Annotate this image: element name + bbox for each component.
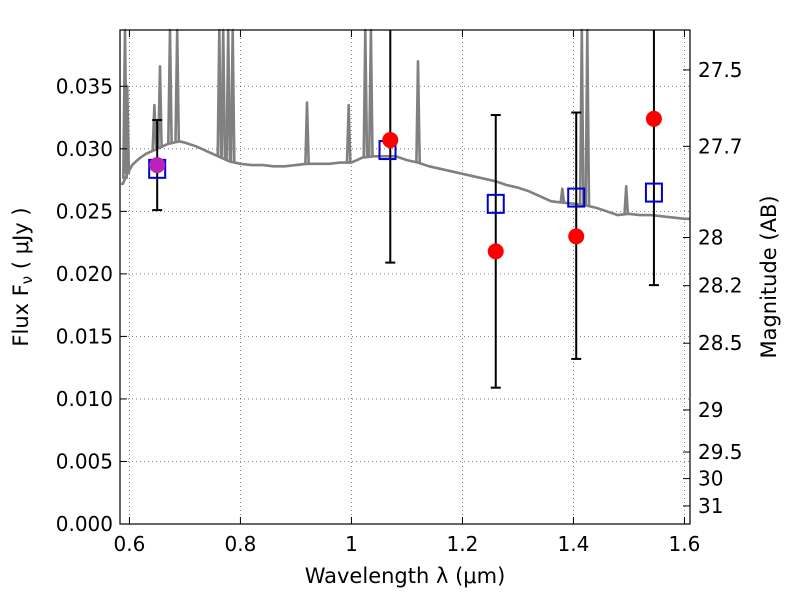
model-point — [644, 182, 663, 203]
spectrum-spike — [151, 103, 158, 151]
y-tick-label: 0.020 — [56, 262, 113, 286]
y2-tick-label: 30 — [698, 467, 723, 491]
x-tick-label: 1 — [345, 532, 358, 556]
axes-layer: 0.6 0.8 1 1.2 1.4 1.6 0.000 0.005 0.010 0.015 0.02… — [56, 30, 743, 556]
y2-tick-label: 29 — [698, 398, 723, 422]
x-axis-label: Wavelength λ (μm) — [305, 564, 506, 588]
spectrum-spike — [345, 103, 352, 163]
observed-point — [645, 110, 662, 127]
x-tick-label: 1.4 — [558, 532, 590, 556]
spectrum-spike — [623, 185, 630, 215]
y-tick-label: 0.000 — [56, 512, 113, 536]
y2-tick-label: 31 — [698, 494, 723, 518]
y-axis-label-main: Flux F — [9, 284, 33, 346]
x-tick-label: 0.6 — [114, 532, 146, 556]
y-axis-label-sub: ν — [18, 276, 36, 284]
y-tick-label: 0.015 — [56, 324, 113, 348]
y-axis-label-unit: ( μJy ) — [9, 207, 33, 275]
y2-tick-label: 28.5 — [698, 331, 743, 355]
spectrum-spike — [124, 85, 131, 174]
y2-tick-label: 27.5 — [698, 58, 743, 82]
observed-point — [149, 157, 166, 174]
spectrum-spike — [415, 60, 421, 163]
y2-tick-label: 28 — [698, 225, 723, 249]
y2-axis-label: Magnitude (AB) — [757, 195, 781, 358]
y-tick-label: 0.030 — [56, 137, 113, 161]
x-tick-label: 0.8 — [225, 532, 257, 556]
spectrum-spike — [304, 101, 310, 164]
y-tick-label: 0.035 — [56, 74, 113, 98]
observed-point — [382, 132, 399, 149]
x-tick-label: 1.6 — [669, 532, 701, 556]
y2-tick-label: 29.5 — [698, 440, 743, 464]
y-tick-label: 0.005 — [56, 449, 113, 473]
y2-tick-label: 27.7 — [698, 134, 743, 158]
plot-frame — [119, 29, 691, 525]
model-point — [567, 187, 586, 208]
y-tick-label: 0.025 — [56, 199, 113, 223]
y-tick-label: 0.010 — [56, 387, 113, 411]
observed-point — [568, 228, 585, 245]
x-tick-label: 1.2 — [447, 532, 479, 556]
y2-tick-label: 28.2 — [698, 274, 743, 298]
plot-background — [120, 30, 690, 524]
observed-point — [487, 243, 504, 260]
spectrum-spike — [559, 187, 566, 203]
model-point — [486, 193, 505, 214]
y-axis-label: Flux Fν ( μJy ) — [9, 207, 36, 346]
